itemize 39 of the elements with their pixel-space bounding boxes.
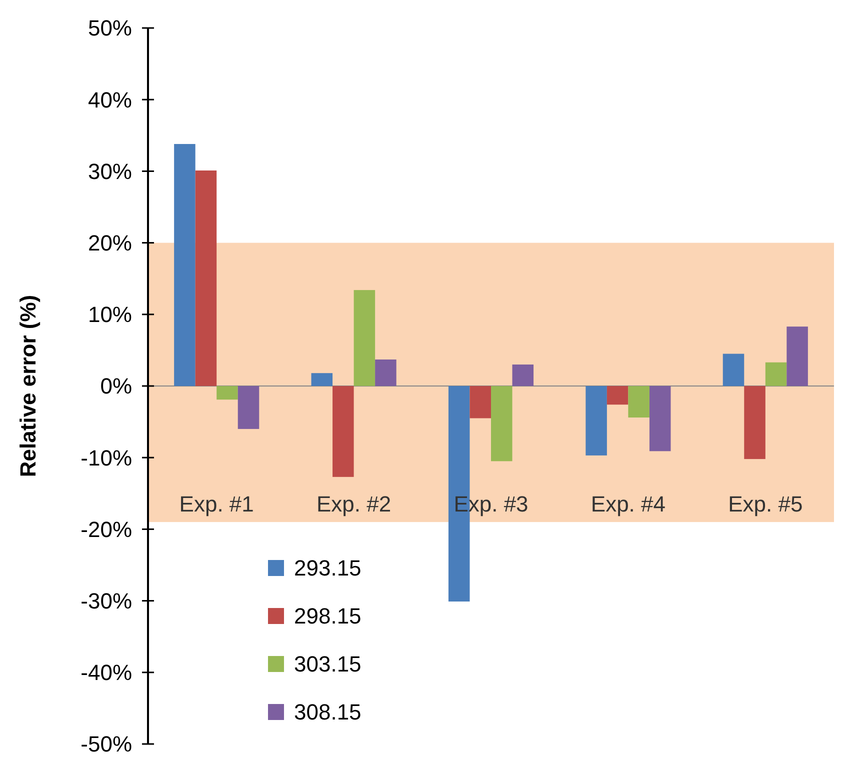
bar bbox=[628, 386, 650, 418]
bar bbox=[238, 386, 260, 429]
bar bbox=[174, 144, 196, 386]
y-tick-label: 10% bbox=[88, 302, 132, 328]
legend-label: 293.15 bbox=[294, 556, 362, 581]
y-tick-label: -20% bbox=[80, 516, 132, 542]
bar bbox=[722, 354, 744, 386]
bar bbox=[354, 290, 376, 386]
bar bbox=[744, 386, 766, 460]
y-axis-title: Relative error (%) bbox=[16, 294, 41, 478]
y-tick-label: 40% bbox=[88, 87, 132, 112]
bar bbox=[216, 386, 238, 400]
y-tick-label: 0% bbox=[100, 374, 132, 399]
y-tick-label: 50% bbox=[88, 16, 132, 41]
bar bbox=[765, 362, 787, 386]
bar bbox=[586, 386, 607, 456]
x-tick-label: Exp. #4 bbox=[590, 491, 666, 516]
legend-label: 303.15 bbox=[294, 652, 362, 677]
bar bbox=[195, 170, 217, 386]
y-tick-label: -40% bbox=[80, 660, 132, 686]
bar bbox=[375, 360, 396, 386]
bar bbox=[311, 373, 333, 386]
y-tick-label: -30% bbox=[80, 588, 132, 614]
bar bbox=[649, 386, 671, 452]
x-tick-label: Exp. #2 bbox=[316, 491, 392, 516]
y-tick-label: -50% bbox=[80, 732, 132, 757]
bar bbox=[470, 386, 491, 418]
bar bbox=[491, 386, 512, 462]
legend-label: 308.15 bbox=[294, 700, 362, 725]
bar bbox=[512, 364, 534, 386]
x-tick-label: Exp. #1 bbox=[179, 491, 254, 516]
bar bbox=[786, 326, 808, 386]
bar bbox=[606, 386, 628, 405]
bar bbox=[332, 386, 354, 477]
y-tick-label: 20% bbox=[88, 230, 132, 256]
y-tick-label: 30% bbox=[88, 158, 132, 184]
y-tick-label: -10% bbox=[80, 445, 132, 470]
x-tick-label: Exp. #5 bbox=[728, 491, 803, 516]
legend-label: 298.15 bbox=[294, 604, 362, 629]
